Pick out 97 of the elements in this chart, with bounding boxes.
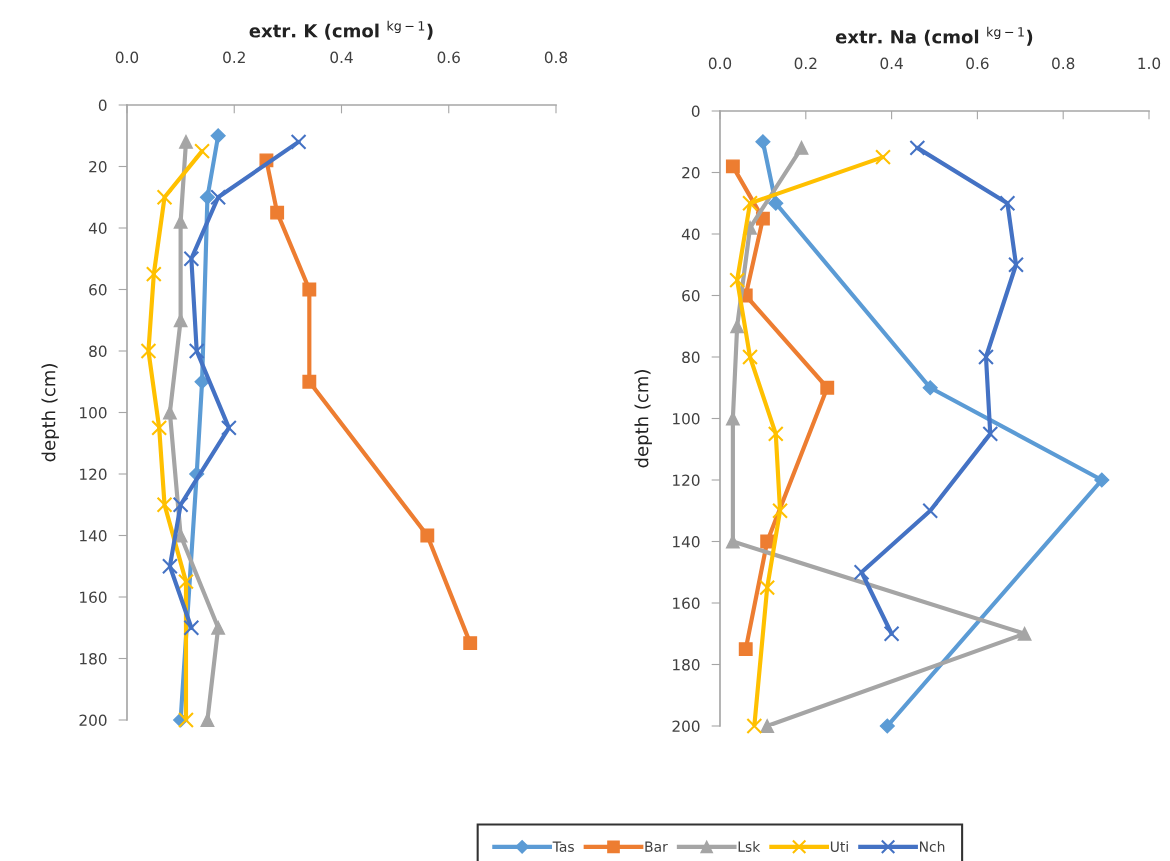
- point: [755, 134, 771, 150]
- point: [853, 564, 870, 581]
- x-tick-label: 0.2: [223, 51, 245, 64]
- point: [742, 195, 759, 212]
- point: [178, 712, 194, 728]
- y-tick-label: 80: [682, 351, 700, 364]
- point: [270, 205, 285, 220]
- y-tick-label: 180: [673, 658, 700, 671]
- legend-label: Bar: [645, 841, 668, 852]
- point: [188, 343, 205, 359]
- y-tick-label: 160: [80, 591, 107, 604]
- y-tick-label: 20: [682, 166, 700, 179]
- legend-label: Lsk: [738, 841, 761, 852]
- x-axis-title: extr. Na (cmol $^{kg−1}$): [835, 26, 1033, 46]
- x-tick-label: 0.6: [437, 51, 460, 64]
- point: [742, 349, 759, 365]
- point: [760, 719, 775, 733]
- point: [1094, 472, 1110, 488]
- y-tick-label: 40: [681, 228, 700, 241]
- point: [302, 374, 317, 389]
- y-tick-label: 60: [89, 283, 107, 296]
- point: [178, 573, 194, 590]
- legend-label: Nch: [919, 841, 945, 852]
- point: [161, 558, 178, 575]
- y-tick-label: 20: [89, 160, 107, 173]
- y-tick-label: 0: [98, 99, 107, 112]
- point: [730, 319, 745, 334]
- point: [194, 374, 210, 390]
- point: [909, 139, 926, 156]
- point: [999, 195, 1016, 212]
- point: [199, 189, 216, 205]
- x-tick-label: 0.0: [115, 51, 139, 64]
- x-axis-title: extr. K (cmol $^{kg−1}$): [249, 20, 433, 40]
- point: [302, 282, 317, 297]
- x-tick-label: 1.0: [1138, 57, 1161, 70]
- y-tick-label: 120: [80, 468, 107, 481]
- point: [211, 620, 226, 635]
- point: [746, 718, 763, 734]
- point: [978, 349, 994, 365]
- point: [156, 496, 173, 513]
- y-tick-label: 140: [673, 535, 700, 548]
- x-tick-label: 0.4: [330, 51, 353, 64]
- point: [922, 380, 938, 396]
- y-tick-label: 100: [80, 406, 107, 419]
- point: [290, 133, 307, 150]
- point: [463, 636, 478, 651]
- y-tick-label: 180: [80, 652, 107, 665]
- y-axis-title: depth (cm): [634, 370, 652, 468]
- point: [183, 250, 200, 267]
- legend-label: Uti: [830, 841, 848, 852]
- point: [982, 425, 999, 442]
- point: [768, 195, 784, 211]
- point: [772, 502, 789, 519]
- x-tick-label: 0.2: [794, 57, 817, 70]
- point: [194, 143, 211, 160]
- point: [183, 619, 200, 636]
- point: [179, 134, 193, 149]
- point: [725, 159, 740, 174]
- point: [820, 380, 835, 395]
- point: [767, 425, 784, 442]
- y-tick-label: 140: [80, 529, 107, 542]
- y-tick-label: 160: [673, 597, 700, 610]
- point: [1017, 626, 1032, 641]
- point: [420, 528, 435, 543]
- point: [759, 579, 776, 596]
- y-tick-label: 40: [88, 222, 107, 235]
- y-tick-label: 200: [79, 714, 107, 727]
- y-tick-label: 0: [691, 105, 700, 118]
- point: [1008, 256, 1024, 273]
- legend-label: Tas: [552, 841, 574, 852]
- y-tick-label: 120: [673, 474, 700, 487]
- point: [220, 419, 237, 436]
- point: [156, 189, 173, 206]
- x-tick-label: 0.6: [966, 57, 989, 70]
- x-tick-label: 0.8: [544, 51, 568, 64]
- x-tick-label: 0.8: [1052, 57, 1075, 70]
- point: [883, 625, 900, 642]
- x-tick-label: 0.0: [708, 57, 732, 70]
- point: [738, 642, 753, 657]
- point: [151, 419, 168, 436]
- y-tick-label: 100: [673, 412, 700, 425]
- y-tick-label: 200: [672, 720, 700, 733]
- point: [879, 718, 895, 734]
- point: [145, 266, 162, 283]
- point: [162, 405, 177, 420]
- point: [210, 128, 226, 144]
- x-tick-label: 0.4: [880, 57, 903, 70]
- point: [200, 713, 215, 727]
- point: [140, 343, 157, 359]
- point: [794, 140, 809, 155]
- y-tick-label: 60: [682, 289, 700, 302]
- point: [172, 496, 189, 513]
- point: [729, 272, 746, 289]
- point: [210, 189, 227, 206]
- point: [875, 149, 891, 166]
- y-axis-title: depth (cm): [41, 364, 59, 462]
- y-tick-label: 80: [89, 345, 107, 358]
